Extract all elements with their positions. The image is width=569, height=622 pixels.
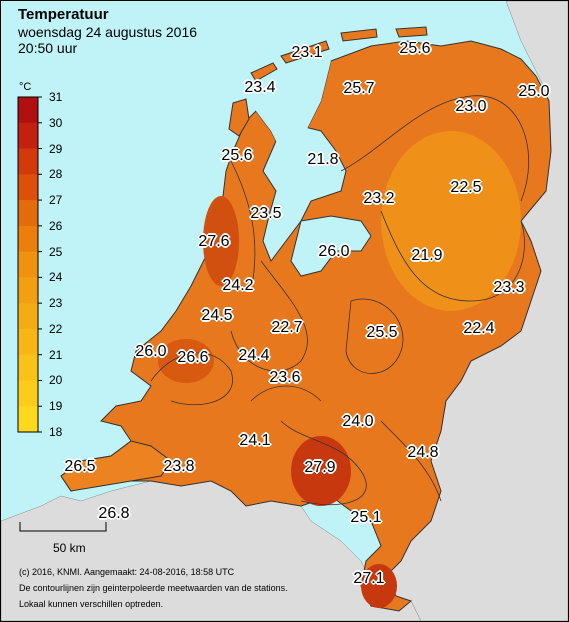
station-value: 23.2 xyxy=(363,190,395,207)
legend-unit: °C xyxy=(19,81,32,93)
legend-swatch xyxy=(18,380,38,407)
station-value: 24.1 xyxy=(239,432,271,449)
legend-tick-label: 21 xyxy=(49,347,63,362)
station-value: 23.1 xyxy=(291,44,323,61)
station-value: 26.6 xyxy=(177,349,209,366)
station-value: 21.8 xyxy=(307,151,339,168)
station-value: 25.5 xyxy=(366,324,398,341)
legend-tick-label: 27 xyxy=(49,193,63,208)
station-value: 23.8 xyxy=(163,458,195,475)
station-value: 22.7 xyxy=(271,319,303,336)
legend-swatch xyxy=(18,225,38,253)
legend-tick-label: 18 xyxy=(49,425,63,439)
station-value: 26.0 xyxy=(318,243,350,260)
legend-tick-label: 22 xyxy=(49,321,63,336)
station-value: 23.0 xyxy=(455,98,487,115)
station-value: 25.0 xyxy=(518,83,550,100)
station-value: 25.7 xyxy=(343,80,375,97)
legend-swatch xyxy=(18,406,38,433)
island-texel xyxy=(228,98,250,137)
legend-tick-label: 26 xyxy=(49,218,63,233)
legend-tick-label: 30 xyxy=(49,115,63,130)
station-value: 26.5 xyxy=(64,458,96,475)
water-waddenzee xyxy=(256,61,331,151)
station-value: 25.6 xyxy=(399,40,431,57)
footer-copyright: (c) 2016, KNMI. Aangemaakt: 24-08-2016, … xyxy=(19,567,235,577)
island-ameland xyxy=(340,28,378,42)
island-terschelling xyxy=(280,40,330,64)
map-date: woensdag 24 augustus 2016 xyxy=(18,24,198,40)
cool-east xyxy=(381,131,521,311)
station-value: 23.6 xyxy=(269,369,301,386)
legend-tick-label: 29 xyxy=(49,141,63,156)
map-time: 20:50 uur xyxy=(18,40,78,56)
station-value: 22.5 xyxy=(450,179,482,196)
legend-colorbar xyxy=(17,96,42,433)
legend-swatch xyxy=(18,354,38,381)
legend-swatch xyxy=(18,251,38,278)
station-value: 25.1 xyxy=(350,509,382,526)
scale-bar xyxy=(19,522,107,532)
legend-tick-label: 19 xyxy=(49,399,63,414)
station-value: 22.4 xyxy=(463,320,495,337)
footer-note-2: Lokaal kunnen verschillen optreden. xyxy=(19,599,164,609)
legend-swatch xyxy=(18,148,38,175)
legend-swatch xyxy=(18,97,38,124)
legend-tick-label: 25 xyxy=(49,244,63,259)
hotspot-limburg xyxy=(361,564,397,608)
legend-tick-label: 24 xyxy=(49,270,63,285)
island-schiermonnikoog xyxy=(395,26,428,38)
scale-bar-label: 50 km xyxy=(53,541,86,555)
hotspot-rotterdam xyxy=(158,339,214,383)
station-value: 24.2 xyxy=(222,277,254,294)
legend-swatch xyxy=(18,328,38,356)
station-value: 24.0 xyxy=(342,413,374,430)
hotspot-west xyxy=(203,196,239,286)
station-value: 25.6 xyxy=(221,147,253,164)
legend-tick-label: 28 xyxy=(49,167,63,182)
legend-swatch xyxy=(18,174,38,201)
station-value: 23.4 xyxy=(244,79,276,96)
legend-swatch xyxy=(18,122,38,150)
legend-swatch xyxy=(18,303,38,330)
station-value: 24.8 xyxy=(407,444,439,461)
legend-tick-label: 23 xyxy=(49,296,63,311)
land-zeeland xyxy=(60,440,172,492)
station-value: 24.4 xyxy=(238,347,270,364)
station-value: 21.9 xyxy=(411,247,443,264)
legend-swatch xyxy=(18,277,38,304)
station-value: 27.1 xyxy=(353,570,385,587)
station-value: 23.3 xyxy=(493,279,525,296)
station-value: 26.8 xyxy=(98,505,130,522)
station-value: 26.0 xyxy=(135,343,167,360)
station-value: 23.5 xyxy=(250,205,282,222)
map-title: Temperatuur xyxy=(18,6,109,23)
legend-swatch xyxy=(18,200,38,227)
station-value: 24.5 xyxy=(201,307,233,324)
hotspot-brabant xyxy=(291,436,351,506)
station-value: 27.9 xyxy=(304,459,336,476)
footer-note-1: De contourlijnen zijn geinterpoleerde me… xyxy=(19,583,288,593)
water-markermeer xyxy=(290,215,372,277)
island-vlieland xyxy=(250,62,278,82)
legend-tick-label: 31 xyxy=(49,90,63,104)
legend-tick-label: 20 xyxy=(49,373,63,388)
station-value: 27.6 xyxy=(198,233,230,250)
contour-lines xyxy=(150,95,529,506)
